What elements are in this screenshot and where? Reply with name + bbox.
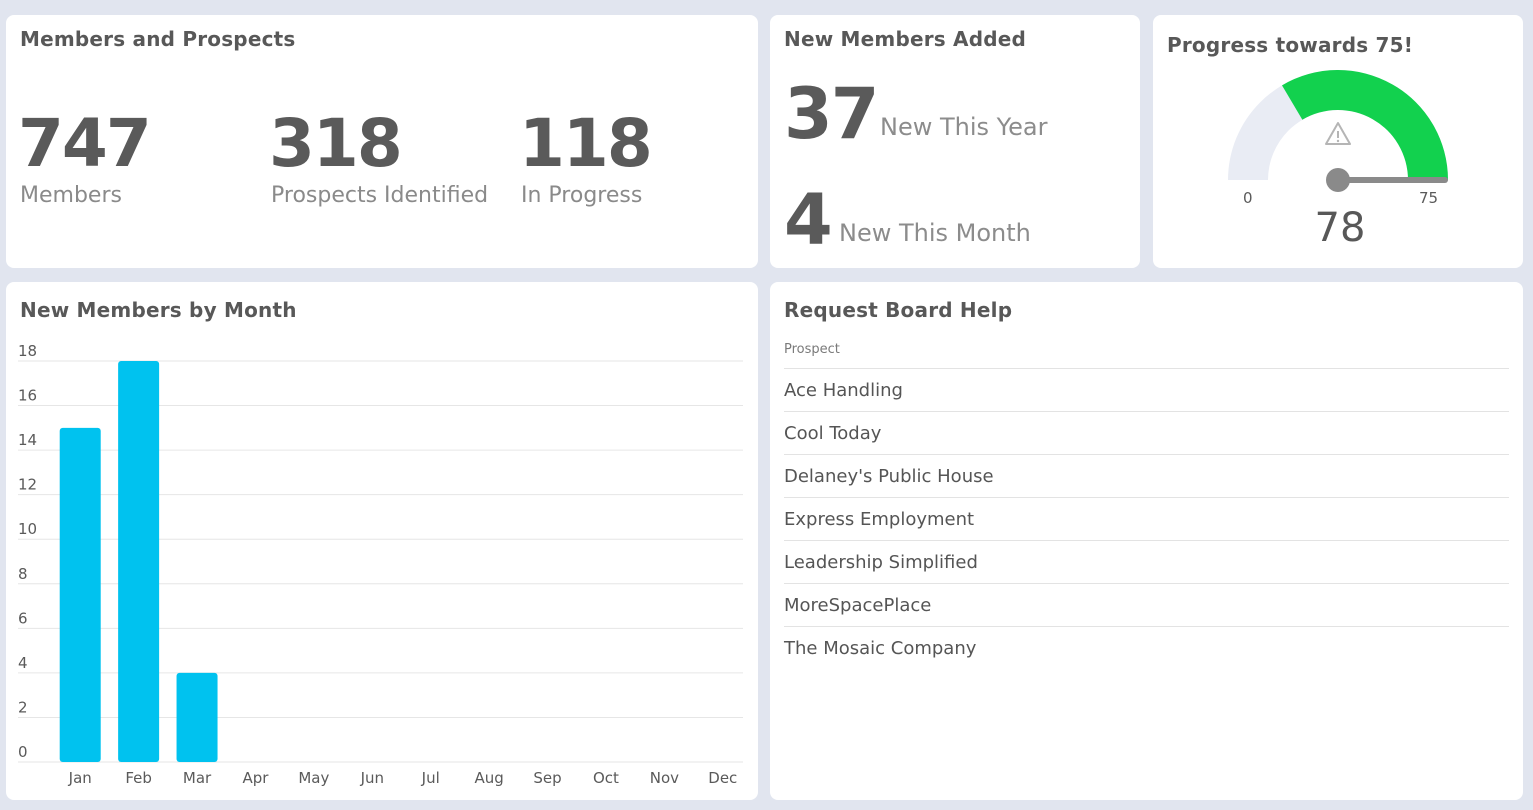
table-row[interactable]: The Mosaic Company (784, 626, 1509, 669)
prospect-name: The Mosaic Company (784, 637, 977, 659)
card-title: Request Board Help (784, 298, 1013, 322)
x-tick-label: Jun (360, 769, 384, 787)
new-this-year-count: 37 (784, 73, 879, 155)
prospect-name: Ace Handling (784, 379, 903, 401)
y-tick-label: 10 (18, 520, 37, 538)
prospect-table: Ace Handling Cool Today Delaney's Public H… (784, 368, 1509, 669)
request-board-help-card: Request Board Help Prospect Ace Handling… (770, 282, 1523, 800)
y-tick-label: 12 (18, 476, 37, 494)
x-tick-label: Jan (68, 769, 92, 787)
members-count: 747 (18, 105, 152, 182)
members-label: Members (20, 183, 122, 208)
gauge-max-label: 75 (1419, 189, 1439, 207)
table-row[interactable]: Leadership Simplified (784, 540, 1509, 583)
x-tick-label: Dec (708, 769, 737, 787)
prospect-name: MoreSpacePlace (784, 594, 932, 616)
new-members-added-card: New Members Added 37 New This Year 4 New… (770, 15, 1140, 268)
prospect-name: Delaney's Public House (784, 465, 994, 487)
card-title: Progress towards 75! (1167, 33, 1414, 57)
y-tick-label: 6 (18, 609, 28, 627)
bar-mar[interactable] (176, 672, 218, 762)
prospect-column-header: Prospect (784, 342, 840, 357)
gauge-value: 78 (1314, 205, 1366, 251)
y-tick-label: 2 (18, 698, 28, 716)
members-prospects-card: Members and Prospects 747 Members 318 Pr… (6, 15, 758, 268)
progress-card: Progress towards 75! 0 75 78 (1153, 15, 1523, 268)
in-progress-count: 118 (519, 105, 653, 182)
bar-jan[interactable] (59, 427, 101, 762)
bar-feb[interactable] (118, 361, 160, 762)
table-row[interactable]: Ace Handling (784, 368, 1509, 411)
new-members-by-month-card: New Members by Month 0 2 4 6 8 10 12 14 16 18 Jan F… (6, 282, 758, 800)
x-tick-label: May (298, 769, 329, 787)
in-progress-label: In Progress (521, 183, 643, 208)
x-tick-label: Apr (242, 769, 269, 787)
progress-gauge (1228, 70, 1448, 192)
gauge-fill (1282, 70, 1448, 180)
new-this-year-label: New This Year (880, 113, 1048, 141)
table-row[interactable]: MoreSpacePlace (784, 583, 1509, 626)
bar-chart: 0 2 4 6 8 10 12 14 16 18 Jan Feb Mar Apr May Jun Jul Aug S… (18, 342, 743, 787)
prospect-name: Express Employment (784, 508, 975, 530)
y-tick-label: 4 (18, 654, 28, 672)
x-tick-label: Nov (650, 769, 679, 787)
prospect-name: Cool Today (784, 422, 882, 444)
y-tick-label: 14 (18, 431, 37, 449)
card-title: New Members Added (784, 27, 1027, 51)
gauge-pivot (1326, 168, 1350, 192)
table-row[interactable]: Cool Today (784, 411, 1509, 454)
new-this-month-count: 4 (784, 179, 833, 261)
chart-title: New Members by Month (20, 298, 297, 322)
prospect-name: Leadership Simplified (784, 551, 978, 573)
y-tick-label: 0 (18, 743, 28, 761)
y-tick-label: 18 (18, 342, 37, 360)
table-row[interactable]: Delaney's Public House (784, 454, 1509, 497)
new-this-month-label: New This Month (839, 219, 1031, 247)
warning-triangle-icon (1325, 122, 1351, 145)
gauge-min-label: 0 (1243, 189, 1253, 207)
x-tick-label: Sep (533, 769, 561, 787)
card-title: Members and Prospects (20, 27, 296, 51)
prospects-label: Prospects Identified (271, 183, 489, 208)
x-tick-label: Jul (421, 769, 440, 787)
x-tick-label: Aug (474, 769, 503, 787)
prospects-count: 318 (269, 105, 403, 182)
x-tick-label: Feb (125, 769, 152, 787)
y-tick-label: 16 (18, 387, 37, 405)
x-tick-label: Mar (183, 769, 212, 787)
x-tick-label: Oct (593, 769, 619, 787)
table-row[interactable]: Express Employment (784, 497, 1509, 540)
y-tick-label: 8 (18, 565, 28, 583)
